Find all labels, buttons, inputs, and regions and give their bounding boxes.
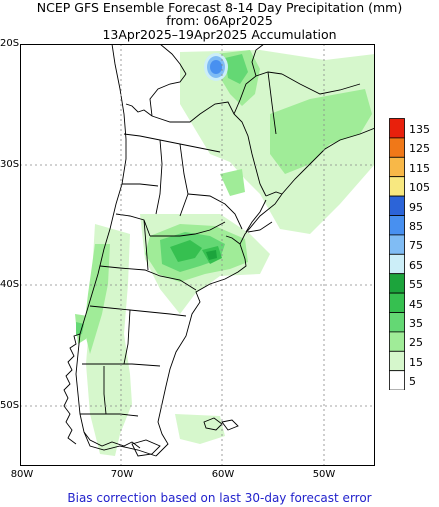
lat-label-30s: 30S — [0, 159, 20, 170]
bias-correction-note: Bias correction based on last 30-day for… — [67, 491, 372, 505]
precip-color-legend — [389, 118, 405, 390]
legend-swatch-35 — [389, 312, 405, 333]
legend-swatch-45 — [389, 292, 405, 313]
legend-label-15: 15 — [409, 355, 423, 369]
legend-swatch-65 — [389, 253, 405, 275]
legend-label-115: 115 — [409, 161, 430, 175]
legend-label-105: 105 — [409, 181, 430, 195]
legend-label-65: 65 — [409, 258, 423, 272]
map-accumulation-period: 13Apr2025–19Apr2025 Accumulation — [102, 27, 337, 42]
legend-label-5: 5 — [409, 375, 416, 389]
precip-max-area — [204, 53, 228, 81]
legend-label-25: 25 — [409, 336, 423, 350]
map-title: NCEP GFS Ensemble Forecast 8-14 Day Prec… — [36, 0, 403, 15]
legend-label-95: 95 — [409, 200, 423, 214]
lon-label-80w: 80W — [10, 469, 34, 480]
precip-45-55-area — [206, 250, 217, 260]
lat-label-50s: 50S — [0, 400, 20, 411]
map-frame — [20, 44, 375, 466]
legend-label-125: 125 — [409, 142, 430, 156]
legend-label-135: 135 — [409, 123, 430, 136]
legend-label-85: 85 — [409, 220, 423, 233]
legend-swatch-55 — [389, 273, 405, 294]
legend-label-55: 55 — [409, 278, 423, 292]
legend-swatch-105 — [389, 176, 405, 197]
legend-swatch-95 — [389, 195, 405, 216]
legend-swatch-5 — [389, 370, 405, 390]
map-forecast-date: from: 06Apr2025 — [166, 13, 273, 28]
lon-label-70w: 70W — [110, 469, 134, 480]
legend-label-45: 45 — [409, 297, 423, 311]
lat-label-20s: 20S — [0, 38, 20, 49]
lon-label-50w: 50W — [312, 469, 336, 480]
precipitation-map — [20, 44, 375, 466]
legend-swatch-15 — [389, 350, 405, 372]
lat-label-40s: 40S — [0, 279, 20, 290]
legend-swatch-115 — [389, 156, 405, 178]
legend-swatch-75 — [389, 234, 405, 255]
legend-swatch-125 — [389, 137, 405, 158]
lon-label-60w: 60W — [211, 469, 235, 480]
legend-label-75: 75 — [409, 239, 423, 253]
legend-label-35: 35 — [409, 317, 423, 330]
legend-swatch-25 — [389, 331, 405, 352]
legend-swatch-135 — [389, 118, 405, 139]
legend-swatch-85 — [389, 215, 405, 236]
